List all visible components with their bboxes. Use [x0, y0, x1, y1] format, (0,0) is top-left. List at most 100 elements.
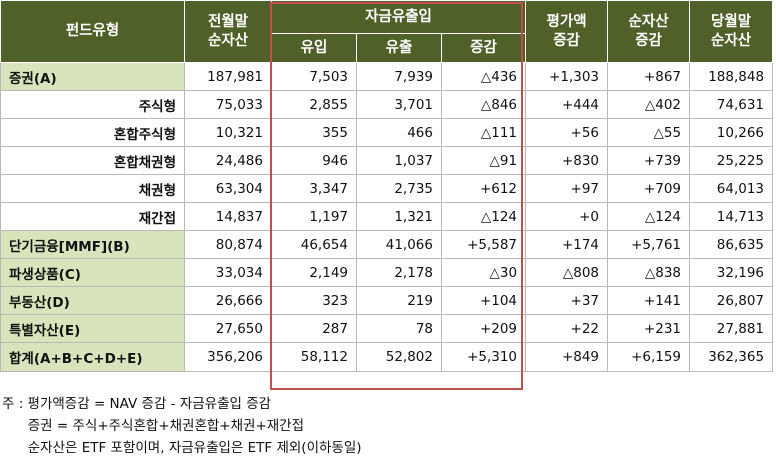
cell-curr-month: 27,881: [689, 314, 774, 343]
table-row: 증권(A) 187,981 7,503 7,939 △436 +1,303 +867 188,…: [0, 62, 774, 91]
cell-prev-month: 10,321: [184, 118, 272, 147]
cell-net-asset-change: +6,159: [607, 342, 691, 372]
cell-prev-month: 24,486: [184, 146, 272, 175]
cell-prev-month: 14,837: [184, 202, 272, 231]
cell-outflow: 41,066: [356, 230, 442, 259]
header-fund-type: 펀드유형: [0, 0, 185, 63]
cell-curr-month: 86,635: [689, 230, 774, 259]
row-label: 파생상품(C): [0, 258, 185, 287]
cell-curr-month: 362,365: [689, 342, 774, 372]
cell-flow-change: +104: [440, 286, 527, 315]
table-row: 특별자산(E) 27,650 287 78 +209 +22 +231 27,881: [0, 314, 774, 343]
cell-net-asset-change: +231: [607, 314, 691, 343]
cell-valuation-change: +56: [525, 118, 609, 147]
cell-curr-month: 32,196: [689, 258, 774, 287]
cell-prev-month: 75,033: [184, 90, 272, 119]
header-valuation-change: 평가액 증감: [525, 0, 609, 63]
cell-curr-month: 64,013: [689, 174, 774, 203]
table-row: 채권형 63,304 3,347 2,735 +612 +97 +709 64,013: [0, 174, 774, 203]
cell-outflow: 1,037: [356, 146, 442, 175]
cell-valuation-change: +37: [525, 286, 609, 315]
header-net-asset-change: 순자산 증감: [607, 0, 691, 63]
cell-inflow: 355: [271, 118, 357, 147]
footnote-line: 증권 = 주식+주식혼합+채권혼합+채권+재간접: [2, 418, 305, 434]
cell-valuation-change: +1,303: [525, 62, 609, 91]
footnote-line: 순자산은 ETF 포함이며, 자금유출입은 ETF 제외(이하동일): [2, 440, 362, 456]
cell-curr-month: 14,713: [689, 202, 774, 231]
cell-outflow: 2,178: [356, 258, 442, 287]
cell-valuation-change: +444: [525, 90, 609, 119]
cell-prev-month: 33,034: [184, 258, 272, 287]
cell-outflow: 466: [356, 118, 442, 147]
row-label: 단기금융[MMF](B): [0, 230, 185, 259]
table-row: 합계(A+B+C+D+E) 356,206 58,112 52,802 +5,310 +8…: [0, 342, 774, 372]
fund-flow-table: 펀드유형 전월말 순자산 자금유출입 평가액 증감 순자산 증감 당월말 순자산…: [0, 0, 774, 372]
cell-inflow: 2,855: [271, 90, 357, 119]
cell-prev-month: 27,650: [184, 314, 272, 343]
cell-valuation-change: +849: [525, 342, 609, 372]
footnote-line: 주 : 평가액증감 = NAV 증감 - 자금유출입 증감: [2, 396, 272, 412]
cell-outflow: 1,321: [356, 202, 442, 231]
cell-inflow: 7,503: [271, 62, 357, 91]
header-prev-month-net-assets: 전월말 순자산: [184, 0, 272, 63]
row-label: 주식형: [0, 90, 185, 119]
header-fund-flow: 자금유출입: [270, 0, 527, 34]
header-inflow: 유입: [271, 33, 357, 63]
cell-flow-change: △111: [440, 118, 527, 147]
table-row: 파생상품(C) 33,034 2,149 2,178 △30 △808 △838 32,196: [0, 258, 774, 287]
row-label: 혼합채권형: [0, 146, 185, 175]
cell-curr-month: 26,807: [689, 286, 774, 315]
cell-net-asset-change: +739: [607, 146, 691, 175]
cell-curr-month: 188,848: [689, 62, 774, 91]
header-outflow: 유출: [356, 33, 442, 63]
table-row: 주식형 75,033 2,855 3,701 △846 +444 △402 74,631: [0, 90, 774, 119]
row-label: 재간접: [0, 202, 185, 231]
cell-prev-month: 80,874: [184, 230, 272, 259]
cell-net-asset-change: +709: [607, 174, 691, 203]
cell-outflow: 219: [356, 286, 442, 315]
cell-inflow: 58,112: [271, 342, 357, 372]
cell-flow-change: +612: [440, 174, 527, 203]
cell-prev-month: 26,666: [184, 286, 272, 315]
cell-flow-change: △124: [440, 202, 527, 231]
cell-flow-change: △91: [440, 146, 527, 175]
cell-net-asset-change: △838: [607, 258, 691, 287]
table-row: 부동산(D) 26,666 323 219 +104 +37 +141 26,807: [0, 286, 774, 315]
cell-flow-change: △30: [440, 258, 527, 287]
header-flow-change: 증감: [440, 33, 527, 63]
cell-valuation-change: +0: [525, 202, 609, 231]
cell-net-asset-change: +5,761: [607, 230, 691, 259]
cell-net-asset-change: △402: [607, 90, 691, 119]
cell-outflow: 78: [356, 314, 442, 343]
cell-outflow: 7,939: [356, 62, 442, 91]
cell-curr-month: 10,266: [689, 118, 774, 147]
row-label: 증권(A): [0, 62, 185, 91]
cell-flow-change: △846: [440, 90, 527, 119]
row-label: 특별자산(E): [0, 314, 185, 343]
table-row: 단기금융[MMF](B) 80,874 46,654 41,066 +5,587 +174…: [0, 230, 774, 259]
cell-inflow: 287: [271, 314, 357, 343]
cell-inflow: 1,197: [271, 202, 357, 231]
row-label: 채권형: [0, 174, 185, 203]
row-label: 부동산(D): [0, 286, 185, 315]
cell-valuation-change: +830: [525, 146, 609, 175]
cell-flow-change: +209: [440, 314, 527, 343]
cell-outflow: 52,802: [356, 342, 442, 372]
table-row: 재간접 14,837 1,197 1,321 △124 +0 △124 14,713: [0, 202, 774, 231]
cell-valuation-change: +97: [525, 174, 609, 203]
cell-prev-month: 356,206: [184, 342, 272, 372]
cell-net-asset-change: △55: [607, 118, 691, 147]
cell-flow-change: +5,587: [440, 230, 527, 259]
cell-inflow: 323: [271, 286, 357, 315]
cell-valuation-change: △808: [525, 258, 609, 287]
cell-outflow: 2,735: [356, 174, 442, 203]
cell-net-asset-change: +867: [607, 62, 691, 91]
cell-net-asset-change: +141: [607, 286, 691, 315]
table-row: 혼합채권형 24,486 946 1,037 △91 +830 +739 25,225: [0, 146, 774, 175]
cell-inflow: 3,347: [271, 174, 357, 203]
cell-prev-month: 187,981: [184, 62, 272, 91]
cell-outflow: 3,701: [356, 90, 442, 119]
cell-valuation-change: +22: [525, 314, 609, 343]
cell-flow-change: △436: [440, 62, 527, 91]
cell-flow-change: +5,310: [440, 342, 527, 372]
